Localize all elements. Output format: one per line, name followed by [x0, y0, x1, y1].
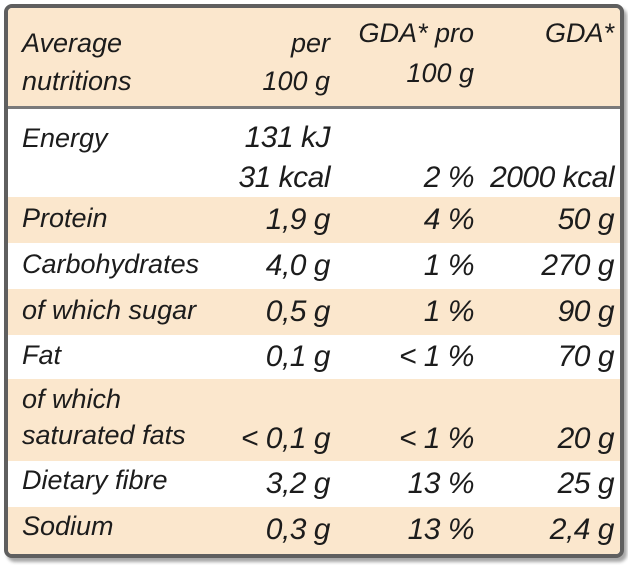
row-gda-pct: 4 %: [423, 203, 475, 236]
row-gda-pct: < 1 %: [398, 340, 475, 373]
table-row: of which saturated fats < 0,1 g < 1 % 20…: [8, 379, 620, 461]
table-row: Protein 1,9 g 4 % 50 g: [8, 197, 620, 243]
row-gda: 2000 kcal: [490, 161, 614, 194]
table-row: Dietary fibre 3,2 g 13 % 25 g: [8, 461, 620, 507]
header-per-line1: per: [290, 28, 330, 58]
header-label-line2: nutritions: [22, 66, 132, 96]
row-gda-pct: 13 %: [407, 467, 475, 500]
row-gda: 70 g: [557, 340, 615, 373]
row-per100: 1,9 g: [265, 203, 331, 236]
row-per100: 0,3 g: [265, 513, 331, 546]
row-label-line2: saturated fats: [22, 420, 186, 450]
table-row: Energy 131 kJ 31 kcal 2 % 2000 kcal: [8, 109, 620, 197]
row-label: Dietary fibre: [22, 465, 168, 495]
header-row: Average nutritions per 100 g GDA* pro 10…: [8, 8, 620, 106]
row-label: Protein: [22, 203, 108, 233]
row-per100-kj: 131 kJ: [244, 121, 331, 154]
row-per100: 4,0 g: [265, 249, 331, 282]
row-gda: 90 g: [557, 295, 615, 328]
header-per-line2: 100 g: [262, 66, 330, 96]
row-gda: 2,4 g: [549, 513, 615, 546]
row-per100: 0,1 g: [265, 340, 331, 373]
header-label-line1: Average: [22, 28, 123, 58]
row-per100: 31 kcal: [238, 161, 330, 194]
row-per100: 0,5 g: [265, 295, 331, 328]
row-per100: 3,2 g: [265, 467, 331, 500]
row-label-line1: of which: [22, 384, 122, 414]
row-label: Sodium: [22, 511, 114, 541]
row-label: Fat: [22, 340, 62, 370]
header-divider: [8, 106, 620, 109]
row-gda-pct: 1 %: [423, 295, 475, 328]
row-gda-pct: < 1 %: [398, 422, 475, 455]
row-gda-pct: 1 %: [423, 249, 475, 282]
row-label: of which sugar: [22, 295, 197, 325]
table-row: Sodium 0,3 g 13 % 2,4 g: [8, 507, 620, 554]
table-row: of which sugar 0,5 g 1 % 90 g: [8, 289, 620, 335]
row-gda-pct: 2 %: [423, 161, 475, 194]
row-gda: 270 g: [541, 249, 614, 282]
header-gda-pro-line1: GDA* pro: [358, 18, 474, 48]
table-row: Carbohydrates 4,0 g 1 % 270 g: [8, 243, 620, 289]
row-gda: 25 g: [557, 467, 615, 500]
row-label: Carbohydrates: [22, 249, 200, 279]
row-gda-pct: 13 %: [407, 513, 475, 546]
row-label: Energy: [22, 123, 108, 153]
header-gda-pro-line2: 100 g: [406, 58, 474, 88]
row-gda: 20 g: [557, 422, 615, 455]
row-per100: < 0,1 g: [240, 422, 331, 455]
nutrition-table: Average nutritions per 100 g GDA* pro 10…: [4, 4, 624, 558]
table-row: Fat 0,1 g < 1 % 70 g: [8, 335, 620, 379]
header-gda: GDA*: [544, 18, 614, 48]
row-gda: 50 g: [557, 203, 615, 236]
